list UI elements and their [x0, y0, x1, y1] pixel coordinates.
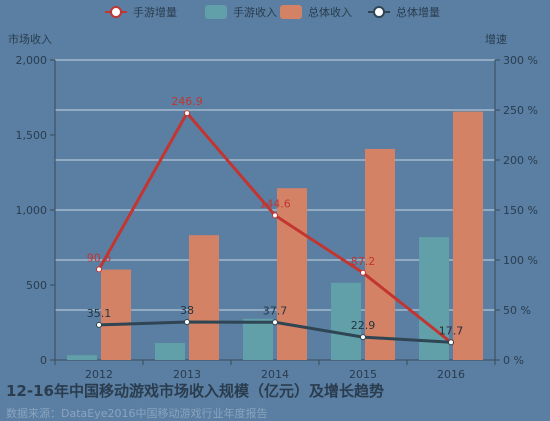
- legend-label: 总体增量: [396, 5, 440, 19]
- y-left-tick-label: 1,000: [16, 204, 48, 217]
- bar-手游收入: [243, 318, 273, 360]
- data-label-手游增量: 90.6: [87, 251, 112, 264]
- data-label-总体增量: 22.9: [351, 319, 376, 332]
- y-left-tick-label: 1,500: [16, 129, 48, 142]
- data-label-手游增量: 144.6: [259, 197, 291, 210]
- chart-title: 12-16年中国移动游戏市场收入规模（亿元）及增长趋势: [6, 382, 384, 400]
- bar-手游收入: [67, 355, 97, 360]
- y-right-tick-label: 0 %: [503, 354, 524, 367]
- chart-source: 数据来源：DataEye2016中国移动游戏行业年度报告: [6, 407, 268, 420]
- point-总体增量: [96, 321, 102, 328]
- y-left-tick-label: 0: [40, 354, 47, 367]
- point-总体增量: [360, 334, 366, 341]
- legend-label: 手游增量: [133, 5, 177, 19]
- x-tick-label: 2014: [261, 368, 289, 381]
- y-right-tick-label: 200 %: [503, 154, 538, 167]
- legend-marker-icon: [373, 6, 385, 18]
- data-label-手游增量: 87.2: [351, 255, 376, 268]
- y-right-tick-label: 300 %: [503, 54, 538, 67]
- x-tick-label: 2015: [349, 368, 377, 381]
- y-left-tick-label: 2,000: [16, 54, 48, 67]
- data-label-手游增量: 17.7: [439, 324, 464, 337]
- y-right-axis-label: 增速: [485, 32, 507, 46]
- y-right-tick-label: 100 %: [503, 254, 538, 267]
- bar-总体收入: [277, 188, 307, 360]
- point-总体增量: [272, 319, 278, 326]
- y-right-tick-label: 250 %: [503, 104, 538, 117]
- legend-marker-icon: [110, 6, 122, 18]
- point-总体增量: [448, 339, 454, 346]
- bar-总体收入: [189, 235, 219, 360]
- x-tick-label: 2012: [85, 368, 113, 381]
- data-label-总体增量: 37.7: [263, 304, 288, 317]
- point-手游增量: [96, 266, 102, 273]
- bar-总体收入: [365, 148, 395, 360]
- y-left-axis-label: 市场收入: [8, 32, 52, 46]
- x-tick-label: 2016: [437, 368, 465, 381]
- bar-手游收入: [155, 343, 185, 360]
- y-right-tick-label: 50 %: [503, 304, 531, 317]
- bar-总体收入: [453, 111, 483, 360]
- point-手游增量: [272, 212, 278, 219]
- y-left-tick-label: 500: [26, 279, 47, 292]
- point-手游增量: [360, 269, 366, 276]
- bar-总体收入: [101, 269, 131, 360]
- legend-label: 手游收入: [233, 5, 277, 19]
- legend-label: 总体收入: [308, 5, 352, 19]
- point-手游增量: [184, 110, 190, 117]
- bar-手游收入: [331, 282, 361, 360]
- data-label-总体增量: 35.1: [87, 307, 112, 320]
- data-label-总体增量: 38: [180, 304, 194, 317]
- y-right-tick-label: 150 %: [503, 204, 538, 217]
- data-label-总体增量: 17.7: [439, 324, 464, 337]
- x-tick-label: 2013: [173, 368, 201, 381]
- legend-swatch-icon: [205, 5, 227, 19]
- point-总体增量: [184, 319, 190, 325]
- data-label-手游增量: 246.9: [171, 95, 203, 108]
- legend-swatch-icon: [280, 5, 302, 19]
